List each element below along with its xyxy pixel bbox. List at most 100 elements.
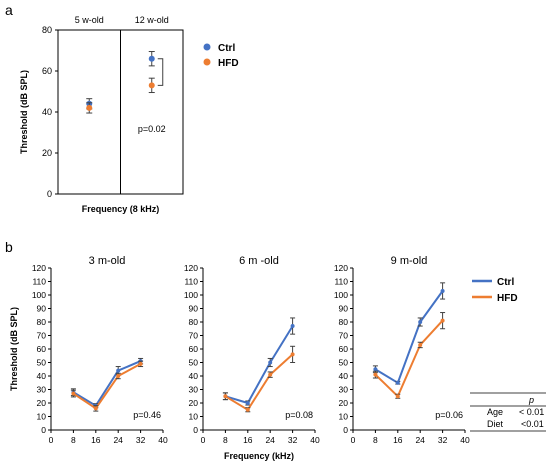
chart-b1-hfd-point	[116, 374, 121, 378]
chart-b3-ytick-label: 20	[339, 398, 349, 408]
chart-b3-hfd-point	[418, 342, 423, 347]
chart-b3-ctrl-line	[374, 290, 444, 385]
chart-b3-ytick-label: 90	[339, 304, 349, 314]
stats-table-row-diet-value: <0.01	[521, 419, 544, 429]
chart-b2-hfd-line	[224, 353, 294, 412]
chart-b2-xlabel: Frequency (kHz)	[224, 451, 294, 461]
stats-table-row-age-value: < 0.01	[519, 407, 544, 417]
chart-a-group-label: 12 w-old	[135, 15, 169, 25]
chart-b3-xtick-label: 16	[393, 435, 403, 445]
chart-b1-ytick-label: 80	[37, 317, 47, 327]
chart-b3-ctrl-point	[395, 380, 400, 385]
chart-b2-ctrl-line	[225, 325, 294, 405]
chart-b1-hfd-line	[72, 363, 142, 410]
chart-b1-pvalue: p=0.46	[133, 410, 161, 420]
chart-b3-ctrl-point	[440, 288, 445, 293]
chart-b3-ytick-label: 0	[343, 425, 348, 435]
chart-a-point-hfd	[86, 104, 93, 111]
chart-a-ytick-label: 20	[42, 148, 52, 158]
chart-b2-hfd-point	[223, 394, 228, 399]
legend-a-ctrl-label: Ctrl	[218, 43, 235, 54]
panel-label-b: b	[5, 239, 13, 255]
chart-b1-ytick-label: 0	[41, 425, 46, 435]
chart-b2-ctrl-point	[268, 360, 273, 365]
chart-b3-xtick-label: 24	[415, 435, 425, 445]
chart-b1-title: 3 m-old	[89, 255, 126, 267]
chart-b2-xtick-label: 16	[243, 435, 253, 445]
chart-b2-xtick-label: 8	[223, 435, 228, 445]
chart-b3-ytick-label: 110	[334, 277, 348, 287]
chart-b3-ytick-label: 60	[339, 344, 349, 354]
chart-b3-xtick-label: 8	[373, 435, 378, 445]
chart-b2-pvalue: p=0.08	[285, 410, 313, 420]
chart-b3-ytick-label: 70	[339, 331, 349, 341]
chart-b2-ytick-label: 10	[189, 412, 199, 422]
legend-a: Ctrl HFD	[203, 43, 239, 69]
chart-b2-ytick-label: 90	[189, 304, 199, 314]
chart-b3-xtick-label: 32	[438, 435, 448, 445]
chart-b3-ytick-label: 10	[339, 412, 349, 422]
chart-b2-hfd-point	[245, 407, 250, 412]
chart-b2-ytick-label: 80	[189, 317, 199, 327]
chart-b2-ytick-label: 70	[189, 331, 199, 341]
chart-b3-ctrl-point	[418, 320, 423, 324]
chart-a-pvalue: p=0.02	[138, 124, 166, 134]
stats-table-row-diet-factor: Diet	[487, 419, 504, 429]
chart-b3-ctrl-point	[373, 367, 378, 372]
chart-b2-xtick-label: 24	[265, 435, 275, 445]
chart-b3-ytick-label: 50	[339, 358, 349, 368]
legend-b-hfd-label: HFD	[497, 293, 518, 304]
chart-a-ylabel: Threshold (dB SPL)	[19, 70, 29, 154]
chart-b1-xtick-label: 24	[113, 435, 123, 445]
chart-b1-xtick-label: 16	[91, 435, 101, 445]
chart-b1-ytick-label: 20	[37, 398, 47, 408]
chart-b2-ytick-label: 50	[189, 358, 199, 368]
legend-b-ctrl-label: Ctrl	[497, 277, 514, 288]
chart-b3-pvalue: p=0.06	[435, 410, 463, 420]
chart-a-ytick-label: 0	[47, 189, 52, 199]
chart-b1-xtick-label: 40	[158, 435, 168, 445]
chart-b3-hfd-line	[374, 319, 444, 399]
chart-b3-ytick-label: 100	[334, 290, 348, 300]
chart-b2-xtick-label: 0	[201, 435, 206, 445]
chart-b2-ytick-label: 30	[189, 385, 199, 395]
stats-table-header: p	[528, 395, 534, 405]
panel-label-a: a	[5, 2, 13, 18]
chart-a-ytick-label: 40	[42, 107, 52, 117]
chart-a: 0 20 40 60 80 5 w-old 12 w-old Threshold (dB SP…	[19, 15, 184, 214]
chart-b2: 0 10 20 30 40 50 60 70 80 90 100 110 120 0 8 16 24 32 40 6 …	[184, 255, 320, 461]
chart-b2-hfd-point	[268, 372, 273, 377]
chart-b1-hfd-point	[138, 361, 143, 366]
chart-b3-xtick-label: 40	[460, 435, 470, 445]
chart-b1-ctrl-point	[116, 368, 121, 373]
chart-b3-hfd-point	[395, 394, 400, 399]
chart-b2-ytick-label: 20	[189, 398, 199, 408]
legend-a-ctrl-marker	[203, 43, 211, 51]
chart-b2-xtick-label: 40	[310, 435, 320, 445]
chart-b3-xtick-label: 0	[351, 435, 356, 445]
chart-b3-title: 9 m-old	[391, 255, 428, 267]
chart-b1-ytick-label: 30	[37, 385, 47, 395]
chart-a-group-label: 5 w-old	[75, 15, 104, 25]
chart-b1-xtick-label: 8	[71, 435, 76, 445]
chart-b2-ctrl-point	[290, 324, 295, 329]
chart-b2-ctrl-point	[245, 401, 250, 405]
chart-b3-hfd-point	[440, 318, 445, 323]
chart-b2-ytick-label: 100	[184, 290, 198, 300]
chart-b1-ytick-label: 10	[37, 412, 47, 422]
chart-b1-ytick-label: 110	[32, 277, 46, 287]
chart-b2-ytick-label: 60	[189, 344, 199, 354]
chart-b2-title: 6 m -old	[239, 255, 279, 267]
chart-a-xlabel: Frequency (8 kHz)	[82, 204, 160, 214]
chart-b3-ytick-label: 120	[334, 263, 348, 273]
chart-a-point-hfd	[148, 82, 155, 89]
chart-a-ytick-label: 60	[42, 66, 52, 76]
chart-b2-xtick-label: 32	[288, 435, 298, 445]
chart-b3-ytick-label: 80	[339, 317, 349, 327]
chart-b1-ytick-label: 90	[37, 304, 47, 314]
chart-b2-ytick-label: 40	[189, 371, 199, 381]
chart-b1-hfd-point	[71, 391, 76, 396]
chart-b3-hfd-point	[373, 372, 378, 377]
